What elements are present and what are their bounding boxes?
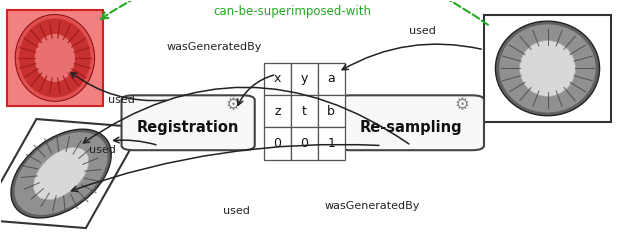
Text: wasGeneratedBy: wasGeneratedBy [325, 201, 420, 211]
Bar [318, 95, 345, 127]
Text: ⚙: ⚙ [225, 96, 240, 114]
Bar [7, 10, 103, 106]
Text: a: a [327, 72, 335, 85]
Bar [318, 127, 345, 160]
Bar [291, 127, 318, 160]
Bar [484, 15, 611, 122]
Bar [0, 119, 142, 228]
Bar [291, 63, 318, 95]
Text: can-be-superimposed-with: can-be-superimposed-with [213, 5, 371, 18]
Ellipse shape [14, 132, 107, 215]
Text: used: used [409, 26, 435, 36]
Text: ⚙: ⚙ [455, 96, 469, 114]
Text: z: z [274, 105, 281, 118]
FancyBboxPatch shape [122, 95, 255, 150]
Text: Re-sampling: Re-sampling [360, 120, 463, 135]
Ellipse shape [34, 147, 89, 200]
Text: 0: 0 [301, 137, 308, 150]
Text: 0: 0 [273, 137, 281, 150]
Text: x: x [274, 72, 281, 85]
Text: Registration: Registration [137, 120, 239, 135]
Text: used: used [108, 95, 135, 105]
Text: t: t [302, 105, 307, 118]
Text: wasGeneratedBy: wasGeneratedBy [167, 42, 262, 52]
Bar [264, 127, 291, 160]
Ellipse shape [11, 129, 111, 218]
Bar [264, 95, 291, 127]
Ellipse shape [35, 34, 75, 82]
Text: b: b [327, 105, 335, 118]
Text: y: y [301, 72, 308, 85]
Bar [291, 95, 318, 127]
Text: used: used [89, 145, 116, 155]
Ellipse shape [496, 21, 600, 116]
Bar [318, 63, 345, 95]
Text: 1: 1 [327, 137, 335, 150]
Ellipse shape [16, 15, 94, 101]
Bar [264, 63, 291, 95]
Ellipse shape [499, 24, 596, 113]
Text: used: used [223, 206, 250, 216]
Ellipse shape [520, 40, 576, 96]
FancyBboxPatch shape [338, 95, 484, 150]
FancyArrowPatch shape [101, 0, 488, 25]
